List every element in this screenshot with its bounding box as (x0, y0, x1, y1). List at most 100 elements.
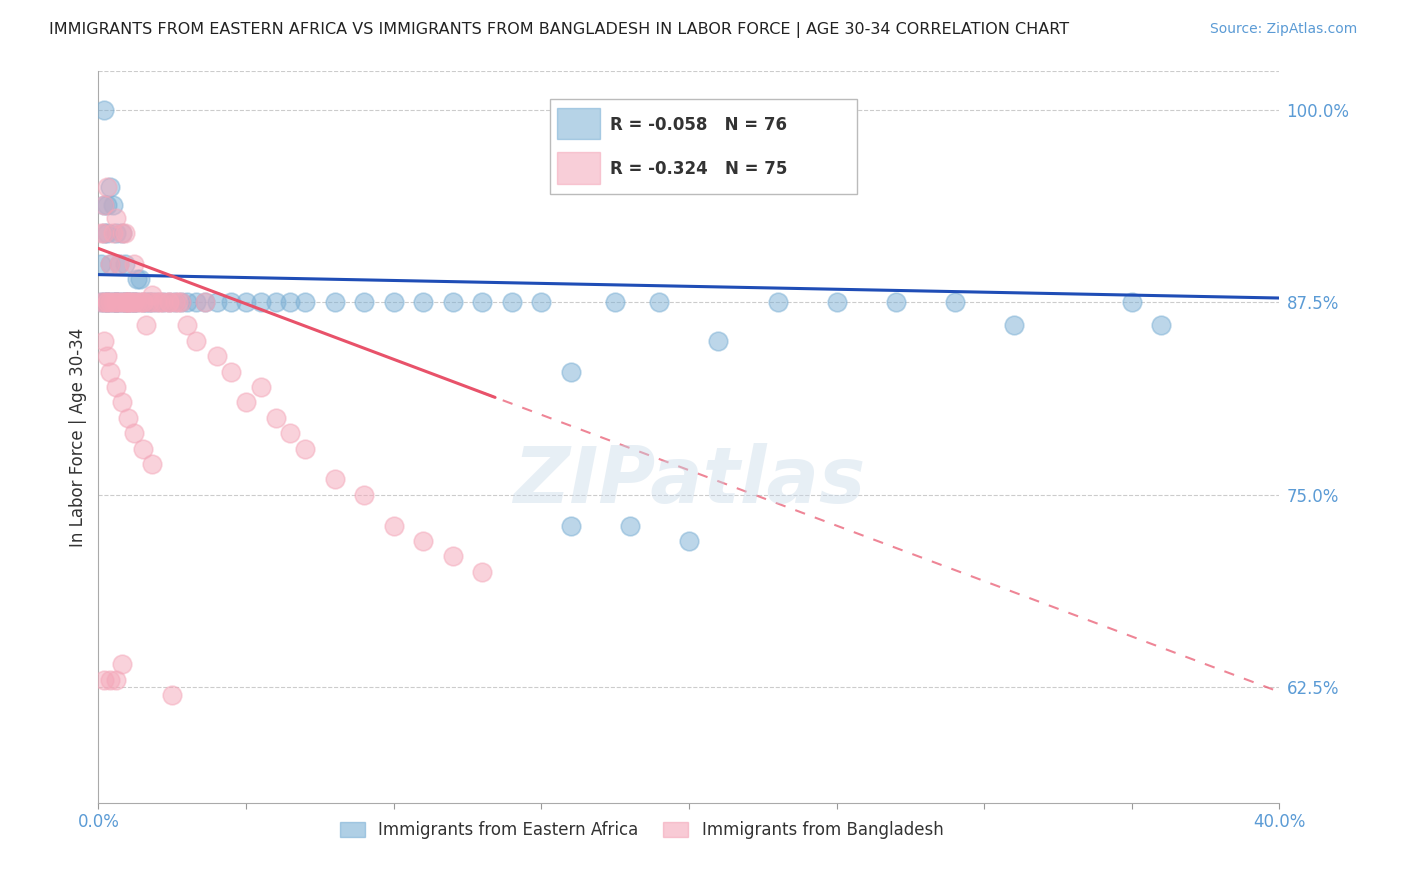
Point (382, 295, 405, 310)
Point (98, 257, 121, 271)
Point (96, 295, 118, 310)
Point (176, 318, 198, 333)
Point (157, 295, 180, 310)
Point (221, 295, 243, 310)
Point (96, 198, 118, 212)
Point (560, 518, 582, 533)
Point (93, 673, 115, 687)
Point (132, 295, 155, 310)
Point (128, 295, 150, 310)
Point (184, 295, 207, 310)
Point (141, 295, 163, 310)
Point (943, 295, 966, 310)
Point (122, 295, 145, 310)
Point (167, 295, 190, 310)
Point (103, 198, 125, 212)
Point (125, 295, 148, 310)
Point (678, 534, 700, 549)
Point (125, 295, 148, 310)
Point (294, 442, 316, 456)
Point (117, 295, 139, 310)
Point (93, 198, 115, 212)
Point (353, 295, 375, 310)
Point (120, 295, 142, 310)
Point (132, 295, 155, 310)
Point (149, 295, 172, 310)
Point (353, 488, 375, 502)
Point (117, 295, 139, 310)
Point (108, 257, 131, 271)
Point (96, 295, 118, 310)
Point (165, 295, 187, 310)
Point (108, 257, 131, 271)
Point (105, 673, 128, 687)
Point (93, 295, 115, 310)
Point (1002, 318, 1025, 333)
Point (117, 295, 139, 310)
Point (114, 226, 136, 240)
Point (412, 534, 434, 549)
Point (412, 295, 434, 310)
Point (98, 295, 121, 310)
Point (162, 688, 183, 702)
Point (141, 295, 163, 310)
Point (98, 179, 121, 194)
Point (1121, 295, 1143, 310)
Point (157, 295, 180, 310)
Point (122, 257, 145, 271)
Legend: Immigrants from Eastern Africa, Immigrants from Bangladesh: Immigrants from Eastern Africa, Immigran… (333, 814, 950, 846)
Point (471, 295, 494, 310)
Point (323, 295, 346, 310)
Point (441, 549, 464, 564)
Point (93, 226, 115, 240)
Point (103, 295, 125, 310)
Point (707, 334, 730, 348)
Point (194, 295, 217, 310)
Point (93, 295, 115, 310)
Y-axis label: In Labor Force | Age 30-34: In Labor Force | Age 30-34 (69, 327, 87, 547)
Point (264, 410, 287, 425)
Point (221, 365, 243, 379)
Point (105, 295, 128, 310)
Point (122, 295, 145, 310)
Point (90, 226, 112, 240)
Point (441, 295, 464, 310)
Point (90, 295, 112, 310)
Point (132, 295, 155, 310)
Point (120, 295, 142, 310)
Point (96, 179, 118, 194)
Point (93, 334, 115, 348)
Point (114, 295, 136, 310)
Point (235, 295, 257, 310)
Point (122, 295, 145, 310)
Text: IMMIGRANTS FROM EASTERN AFRICA VS IMMIGRANTS FROM BANGLADESH IN LABOR FORCE | AG: IMMIGRANTS FROM EASTERN AFRICA VS IMMIGR… (49, 22, 1070, 38)
Point (138, 295, 160, 310)
Point (117, 295, 139, 310)
Point (146, 295, 169, 310)
Text: ZIPatlas: ZIPatlas (513, 443, 865, 519)
Point (96, 349, 118, 363)
Point (105, 295, 128, 310)
Point (111, 226, 134, 240)
Text: Source: ZipAtlas.com: Source: ZipAtlas.com (1209, 22, 1357, 37)
Point (176, 295, 198, 310)
Point (884, 295, 907, 310)
Point (205, 295, 228, 310)
Point (98, 257, 121, 271)
Point (114, 257, 136, 271)
Point (105, 295, 128, 310)
Point (93, 226, 115, 240)
Point (105, 295, 128, 310)
Point (135, 295, 157, 310)
Point (105, 380, 128, 394)
Point (111, 226, 134, 240)
Point (96, 295, 118, 310)
Point (766, 295, 789, 310)
Point (165, 295, 187, 310)
Point (294, 295, 316, 310)
Point (250, 380, 273, 394)
Point (170, 295, 193, 310)
Point (108, 295, 131, 310)
Point (152, 295, 174, 310)
Point (560, 365, 582, 379)
